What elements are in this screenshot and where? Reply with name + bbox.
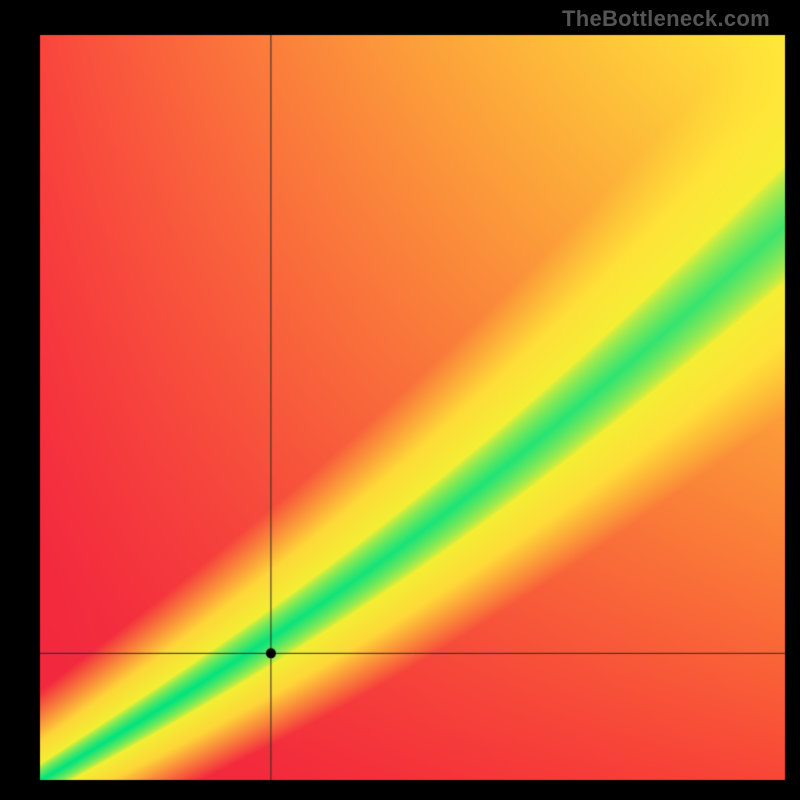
chart-container: TheBottleneck.com [0, 0, 800, 800]
heatmap-canvas [0, 0, 800, 800]
watermark-text: TheBottleneck.com [562, 6, 770, 32]
